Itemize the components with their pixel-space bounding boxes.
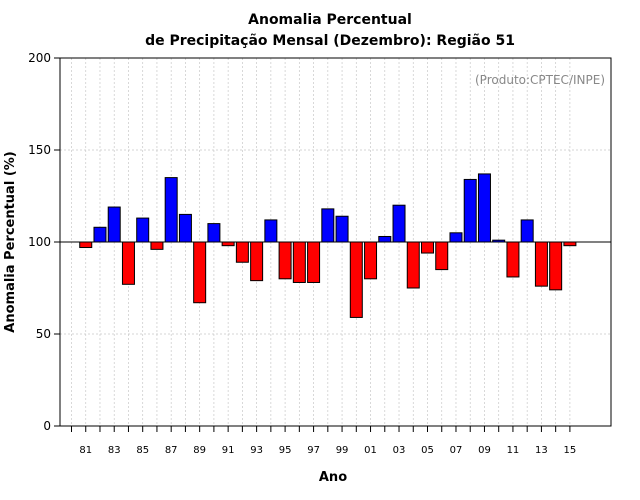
x-tick-label: 93 [250, 445, 263, 456]
x-tick-label: 07 [450, 445, 463, 456]
bar-05 [421, 241, 434, 254]
bar-98 [321, 208, 335, 243]
x-tick-label: 03 [393, 445, 406, 456]
x-tick-label: 91 [222, 445, 235, 456]
x-tick-label: 15 [564, 445, 577, 456]
bar-09 [477, 173, 491, 243]
x-tick-label: 01 [364, 445, 377, 456]
x-tick-label: 05 [421, 445, 434, 456]
x-tick-label: 97 [307, 445, 320, 456]
bar-82 [93, 226, 107, 243]
chart-subtitle: de Precipitação Mensal (Dezembro): Regiã… [145, 33, 515, 49]
y-tick-label: 50 [36, 327, 51, 341]
x-tick-label: 89 [193, 445, 206, 456]
x-tick-label: 95 [279, 445, 292, 456]
bar-86 [150, 241, 164, 250]
bar-97 [307, 241, 321, 283]
bar-89 [193, 241, 207, 304]
bars-group [79, 173, 577, 318]
x-axis-ticks: 81 83 85 87 89 91 93 95 97 99 01 03 05 07 09 11 13 15 [71, 426, 577, 456]
bar-04 [406, 241, 420, 289]
x-tick-label: 85 [136, 445, 149, 456]
bar-88 [178, 213, 192, 243]
bar-84 [121, 241, 135, 285]
bar-95 [278, 241, 292, 280]
bar-01 [364, 241, 378, 280]
y-tick-label: 100 [28, 235, 51, 249]
bar-87 [164, 177, 178, 243]
x-axis-label: Ano [319, 470, 347, 485]
bar-83 [107, 206, 121, 243]
bar-81 [79, 241, 93, 249]
y-tick-label: 0 [43, 419, 51, 433]
bar-00 [349, 241, 363, 318]
x-tick-label: 81 [79, 445, 92, 456]
bar-11 [506, 241, 520, 278]
bar-15 [563, 241, 577, 247]
bar-93 [250, 241, 264, 282]
bar-94 [264, 219, 278, 243]
y-axis-label: Anomalia Percentual (%) [3, 151, 18, 332]
bar-08 [463, 178, 477, 243]
bar-92 [235, 241, 249, 263]
x-tick-label: 11 [507, 445, 520, 456]
y-tick-label: 150 [28, 143, 51, 157]
bar-90 [207, 223, 221, 243]
bar-96 [292, 241, 306, 283]
source-annotation: (Produto:CPTEC/INPE) [475, 73, 605, 87]
bar-91 [221, 241, 235, 247]
x-tick-label: 87 [165, 445, 178, 456]
x-tick-label: 09 [478, 445, 491, 456]
y-axis-ticks: 0 50 100 150 200 [28, 51, 60, 433]
x-tick-label: 99 [336, 445, 349, 456]
bar-99 [335, 215, 349, 243]
bar-03 [392, 204, 406, 243]
x-tick-label: 83 [108, 445, 121, 456]
bar-12 [520, 219, 534, 243]
bar-07 [449, 232, 463, 243]
y-tick-label: 200 [28, 51, 51, 65]
bar-06 [435, 241, 449, 271]
bar-14 [549, 241, 563, 291]
chart-title: Anomalia Percentual [248, 12, 412, 28]
bar-02 [378, 235, 392, 243]
bar-13 [534, 241, 548, 287]
bar-85 [136, 217, 150, 243]
x-tick-label: 13 [535, 445, 548, 456]
